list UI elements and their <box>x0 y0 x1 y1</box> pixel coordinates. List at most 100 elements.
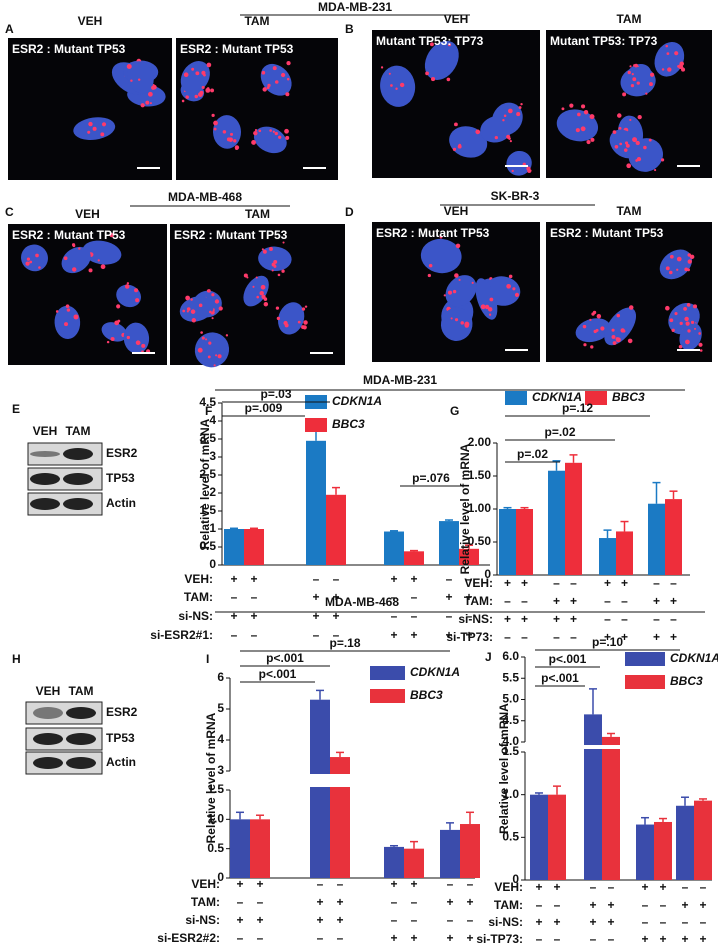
legend-swatch <box>370 666 405 680</box>
signal-dot <box>577 112 581 117</box>
signal-dot <box>665 266 670 271</box>
nucleus <box>61 246 91 274</box>
signal-dot <box>183 72 189 78</box>
condition-label: TAM: <box>191 895 220 909</box>
y-tick-label: 0 <box>209 557 216 571</box>
condition-sign: + <box>589 898 596 912</box>
signal-dot <box>661 68 665 71</box>
signal-dot <box>88 121 93 127</box>
signal-dot <box>380 66 384 69</box>
signal-dot <box>427 273 431 278</box>
condition-label: VEH: <box>494 880 523 894</box>
legend-swatch <box>370 689 405 703</box>
bar <box>310 699 330 878</box>
signal-dot <box>439 235 443 239</box>
band-label: TP53 <box>106 471 135 485</box>
band <box>63 498 93 510</box>
signal-dot <box>97 259 100 262</box>
condition-sign: – <box>313 628 320 642</box>
signal-dot <box>197 347 203 353</box>
condition-sign: – <box>660 915 667 929</box>
signal-dot <box>443 294 446 297</box>
signal-dot <box>698 332 701 335</box>
nucleus <box>556 109 599 142</box>
signal-dot <box>71 267 77 272</box>
condition-sign: + <box>570 594 577 608</box>
band-label: TP53 <box>106 731 135 745</box>
signal-dot <box>191 318 197 323</box>
y-tick-label: 1.50 <box>468 468 492 482</box>
signal-dot <box>583 343 587 347</box>
y-tick-label: 4.5 <box>199 395 216 409</box>
signal-dot <box>589 318 592 322</box>
signal-dot <box>140 103 145 108</box>
condition-label: TAM: <box>494 898 523 912</box>
image-caption: Mutant TP53: TP73 <box>376 34 484 48</box>
signal-dot <box>395 87 398 90</box>
nucleus <box>54 305 81 340</box>
y-tick-label: 4.0 <box>502 734 519 748</box>
bar <box>694 800 712 880</box>
condition-sign: + <box>659 932 666 946</box>
signal-dot <box>63 256 68 261</box>
signal-dot <box>255 276 258 279</box>
micrograph <box>8 38 172 180</box>
legend-label: CDKN1A <box>532 390 582 404</box>
bar <box>548 470 565 575</box>
signal-dot <box>213 127 217 131</box>
signal-dot <box>126 64 132 70</box>
group-header: SK-BR-3 <box>491 189 540 203</box>
p-value: p=.10 <box>592 635 623 649</box>
condition-sign: – <box>411 895 418 909</box>
signal-dot <box>583 110 589 115</box>
signal-dot <box>262 87 267 92</box>
image-caption: ESR2 : Mutant TP53 <box>180 42 294 56</box>
nucleus <box>101 322 128 342</box>
condition-sign: + <box>316 913 323 927</box>
condition-sign: + <box>256 877 263 891</box>
signal-dot <box>25 261 30 266</box>
signal-dot <box>616 313 621 318</box>
condition-sign: – <box>608 880 615 894</box>
signal-dot <box>149 102 152 105</box>
signal-dot <box>267 83 271 88</box>
nucleus <box>253 126 287 154</box>
nucleus <box>424 40 459 80</box>
image-caption: ESR2 : Mutant TP53 <box>550 226 664 240</box>
signal-dot <box>26 257 31 261</box>
signal-dot <box>502 119 505 122</box>
signal-dot <box>87 130 91 134</box>
signal-dot <box>665 305 670 311</box>
condition-sign: + <box>535 880 542 894</box>
p-value: p=.18 <box>329 636 360 650</box>
condition-sign: – <box>333 572 340 586</box>
panel-label: A <box>5 22 14 36</box>
condition-sign: – <box>660 898 667 912</box>
condition-sign: – <box>447 877 454 891</box>
condition-sign: + <box>390 628 397 642</box>
condition-sign: + <box>653 630 660 644</box>
condition-label: si-ESR2#2: <box>157 931 220 945</box>
condition-sign: – <box>317 931 324 945</box>
y-tick-label: 3 <box>209 449 216 463</box>
condition-sign: + <box>332 609 339 623</box>
condition-sign: + <box>230 609 237 623</box>
panel-label: D <box>345 205 354 219</box>
condition-sign: – <box>337 877 344 891</box>
group-header: MDA-MB-468 <box>168 190 242 204</box>
signal-dot <box>632 77 637 82</box>
signal-dot <box>141 343 146 348</box>
bar <box>306 440 326 565</box>
signal-dot <box>692 304 698 309</box>
panel-label: B <box>345 22 354 36</box>
condition-sign: – <box>554 898 561 912</box>
signal-dot <box>72 244 76 248</box>
legend-swatch <box>625 675 665 689</box>
signal-dot <box>685 339 690 345</box>
nucleus <box>380 65 416 107</box>
signal-dot <box>627 338 633 344</box>
bar <box>602 736 620 880</box>
condition-sign: – <box>604 612 611 626</box>
signal-dot <box>660 158 665 162</box>
condition-sign: + <box>465 628 472 642</box>
